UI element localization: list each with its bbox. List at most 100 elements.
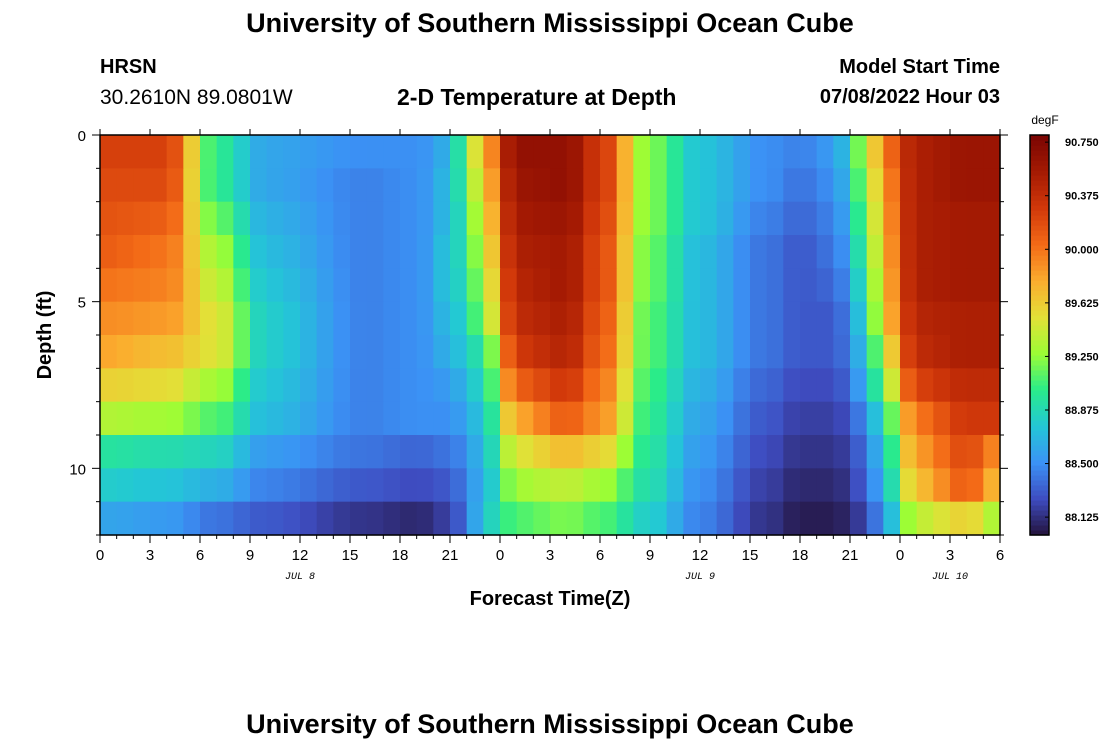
- heatmap-cell: [933, 335, 951, 369]
- heatmap-cell: [633, 301, 651, 336]
- heatmap-cell: [183, 301, 201, 336]
- heatmap-cell: [916, 135, 934, 169]
- colorbar-segment: [1030, 195, 1049, 201]
- heatmap-cell: [533, 201, 551, 236]
- heatmap-cell: [716, 368, 734, 403]
- heatmap-cell: [866, 501, 884, 536]
- heatmap-cell: [116, 135, 134, 169]
- colorbar-segment: [1030, 380, 1049, 386]
- heatmap-cell: [883, 468, 901, 503]
- heatmap-cell: [716, 468, 734, 503]
- colorbar-segment: [1030, 305, 1049, 311]
- heatmap-cell: [450, 235, 468, 269]
- heatmap-cell: [233, 368, 251, 403]
- heatmap-cell: [950, 201, 968, 236]
- heatmap-cell: [333, 335, 351, 369]
- x-tick-label: 3: [146, 547, 154, 564]
- heatmap-cell: [566, 335, 584, 369]
- heatmap-cell: [766, 435, 784, 469]
- heatmap-cell: [950, 301, 968, 336]
- heatmap-cell: [700, 268, 718, 303]
- colorbar-segment: [1030, 325, 1049, 331]
- colorbar-segment: [1030, 385, 1049, 391]
- heatmap-cell: [816, 168, 834, 203]
- heatmap-cell: [166, 468, 184, 503]
- heatmap-cell: [250, 435, 268, 469]
- heatmap-cell: [933, 135, 951, 169]
- colorbar-segment: [1030, 165, 1049, 171]
- heatmap-cell: [316, 235, 334, 269]
- heatmap-cell: [533, 401, 551, 436]
- heatmap-cell: [500, 501, 518, 536]
- heatmap-cell: [116, 468, 134, 503]
- heatmap-cell: [866, 135, 884, 169]
- heatmap-cell: [816, 401, 834, 436]
- heatmap-cell: [716, 401, 734, 436]
- heatmap-cell: [316, 168, 334, 203]
- heatmap-cell: [683, 201, 701, 236]
- heatmap-cell: [100, 468, 118, 503]
- colorbar-segment: [1030, 250, 1049, 256]
- colorbar-segment: [1030, 390, 1049, 396]
- heatmap-cell: [166, 235, 184, 269]
- heatmap-cell: [350, 401, 368, 436]
- colorbar-segment: [1030, 205, 1049, 211]
- heatmap-cell: [516, 368, 534, 403]
- heatmap-cell: [400, 301, 418, 336]
- heatmap-cell: [850, 435, 868, 469]
- heatmap-cell: [266, 368, 284, 403]
- heatmap-cell: [116, 368, 134, 403]
- heatmap-cell: [566, 468, 584, 503]
- heatmap-cell: [433, 435, 451, 469]
- heatmap-cell: [266, 501, 284, 536]
- heatmap-cell: [766, 301, 784, 336]
- heatmap-cell: [333, 501, 351, 536]
- heatmap-cell: [633, 235, 651, 269]
- heatmap-cell: [300, 401, 318, 436]
- heatmap-cell: [150, 368, 168, 403]
- colorbar-segment: [1030, 255, 1049, 261]
- heatmap-cell: [233, 235, 251, 269]
- heatmap-cell: [483, 268, 501, 303]
- heatmap-cell: [150, 335, 168, 369]
- heatmap-cell: [683, 235, 701, 269]
- heatmap-cell: [466, 235, 484, 269]
- heatmap-cell: [850, 301, 868, 336]
- heatmap-cell: [683, 401, 701, 436]
- heatmap-cell: [250, 235, 268, 269]
- heatmap-cell: [583, 468, 601, 503]
- heatmap-cell: [100, 135, 118, 169]
- heatmap-cell: [966, 301, 984, 336]
- colorbar-segment: [1030, 180, 1049, 186]
- heatmap-cell: [383, 301, 401, 336]
- heatmap-cell: [466, 268, 484, 303]
- heatmap-cell: [266, 335, 284, 369]
- heatmap-cell: [600, 135, 618, 169]
- heatmap-cell: [350, 168, 368, 203]
- heatmap-cell: [366, 401, 384, 436]
- heatmap-cell: [183, 435, 201, 469]
- heatmap-cell: [716, 135, 734, 169]
- heatmap-cell: [366, 301, 384, 336]
- heatmap-cell: [666, 335, 684, 369]
- heatmap-cell: [300, 501, 318, 536]
- colorbar-segment: [1030, 435, 1049, 441]
- heatmap-cell: [550, 301, 568, 336]
- heatmap-cell: [983, 301, 1001, 336]
- heatmap-cell: [816, 468, 834, 503]
- heatmap-cell: [633, 368, 651, 403]
- heatmap-cell: [466, 368, 484, 403]
- colorbar-segment: [1030, 320, 1049, 326]
- heatmap-cell: [216, 301, 234, 336]
- heatmap-cell: [916, 368, 934, 403]
- heatmap-cell: [966, 135, 984, 169]
- heatmap-cell: [183, 468, 201, 503]
- heatmap-cell: [183, 368, 201, 403]
- x-tick-label: 6: [996, 547, 1004, 564]
- heatmap-cell: [500, 435, 518, 469]
- heatmap-cell: [700, 368, 718, 403]
- heatmap-cell: [183, 201, 201, 236]
- heatmap-cell: [550, 468, 568, 503]
- heatmap-cell: [733, 201, 751, 236]
